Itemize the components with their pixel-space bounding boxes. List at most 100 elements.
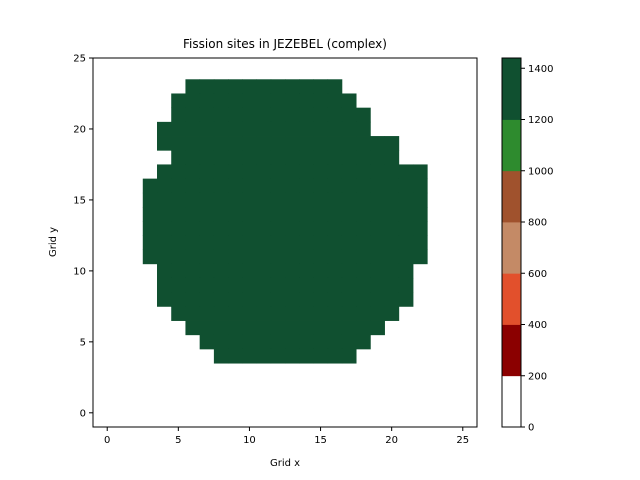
heatmap-cell [199,306,215,321]
heatmap-cell [313,277,329,293]
heatmap-cell [285,306,300,321]
heatmap-cell [370,150,385,165]
heatmap-cell [171,93,186,109]
x-tick-label: 20 [385,435,398,446]
heatmap-cell [213,348,229,364]
heatmap-cell [313,292,329,307]
heatmap-cell [256,235,272,250]
heatmap-cell [270,79,286,94]
heatmap-cell [242,178,257,194]
heatmap-cell [270,306,286,321]
heatmap-cell [199,192,215,208]
heatmap-cell [228,192,243,208]
heatmap-cell [356,292,371,307]
heatmap-cell [313,93,329,109]
heatmap-cell [356,192,371,208]
heatmap-cell [370,306,385,321]
heatmap-cell [341,192,357,208]
heatmap-cell [185,306,201,321]
heatmap-cell [256,263,272,279]
heatmap-cell [313,334,329,350]
heatmap-cell [157,277,172,293]
heatmap-cell [270,320,286,336]
heatmap-cell [313,207,329,222]
heatmap-cell [270,150,286,165]
heatmap-cell [171,121,186,137]
y-tick-label: 0 [80,408,86,419]
heatmap-cell [228,79,243,94]
colorbar-segment [502,222,521,274]
heatmap-cell [185,277,201,293]
heatmap-cell [313,164,329,180]
heatmap-cell [171,292,186,307]
heatmap-cell [327,277,343,293]
heatmap-cell [356,306,371,321]
y-axis-label: Grid y [48,227,59,257]
heatmap-cell [398,178,414,194]
heatmap-cell [157,207,172,222]
colorbar-segment [502,170,521,223]
heatmap-cell [270,277,286,293]
heatmap-cell [413,249,428,265]
heatmap-cell [171,306,186,321]
heatmap-cell [384,221,400,236]
heatmap-cell [157,292,172,307]
heatmap-cell [299,334,314,350]
heatmap-cell [384,263,400,279]
heatmap-cell [171,192,186,208]
heatmap-cell [242,306,257,321]
heatmap-cell [356,277,371,293]
heatmap-cell [228,334,243,350]
heatmap-cell [185,320,201,336]
heatmap-cell [341,263,357,279]
heatmap-cell [313,235,329,250]
heatmap-cell [256,334,272,350]
heatmap-cell [185,292,201,307]
heatmap-cell [370,221,385,236]
heatmap-cell [157,249,172,265]
heatmap-cell [199,292,215,307]
heatmap-cell [213,306,229,321]
heatmap-cell [270,93,286,109]
heatmap-cell [327,320,343,336]
heatmap-cell [398,192,414,208]
x-axis-label: Grid x [270,458,300,469]
heatmap-cell [185,79,201,94]
heatmap-cell [242,93,257,109]
heatmap-cell [171,107,186,123]
heatmap-cell [256,292,272,307]
heatmap-cell [285,178,300,194]
heatmap-cell [398,249,414,265]
plot-frame [92,57,478,428]
heatmap-cell [228,277,243,293]
heatmap-cell [242,164,257,180]
heatmap-cell [185,93,201,109]
heatmap-cell [256,277,272,293]
heatmap-cell [213,121,229,137]
heatmap-cell [370,263,385,279]
heatmap-cell [213,334,229,350]
heatmap-cell [242,207,257,222]
heatmap-cell [370,320,385,336]
heatmap-cell [285,93,300,109]
heatmap-cell [285,320,300,336]
heatmap-cell [285,348,300,364]
heatmap-cell [370,207,385,222]
heatmap-cell [327,334,343,350]
colorbar-tick-label: 0 [528,423,534,434]
heatmap-cells [142,79,428,364]
heatmap-cell [270,178,286,194]
heatmap-cell [242,150,257,165]
heatmap-cell [384,249,400,265]
heatmap-cell [370,164,385,180]
heatmap-cell [299,150,314,165]
heatmap-cell [256,192,272,208]
heatmap-cell [185,164,201,180]
heatmap-cell [285,334,300,350]
colorbar-tick-label: 600 [528,269,547,280]
colorbar-tick-label: 200 [528,371,547,382]
heatmap-cell [142,235,158,250]
heatmap-cell [285,249,300,265]
heatmap-cell [341,93,357,109]
heatmap-cell [413,164,428,180]
